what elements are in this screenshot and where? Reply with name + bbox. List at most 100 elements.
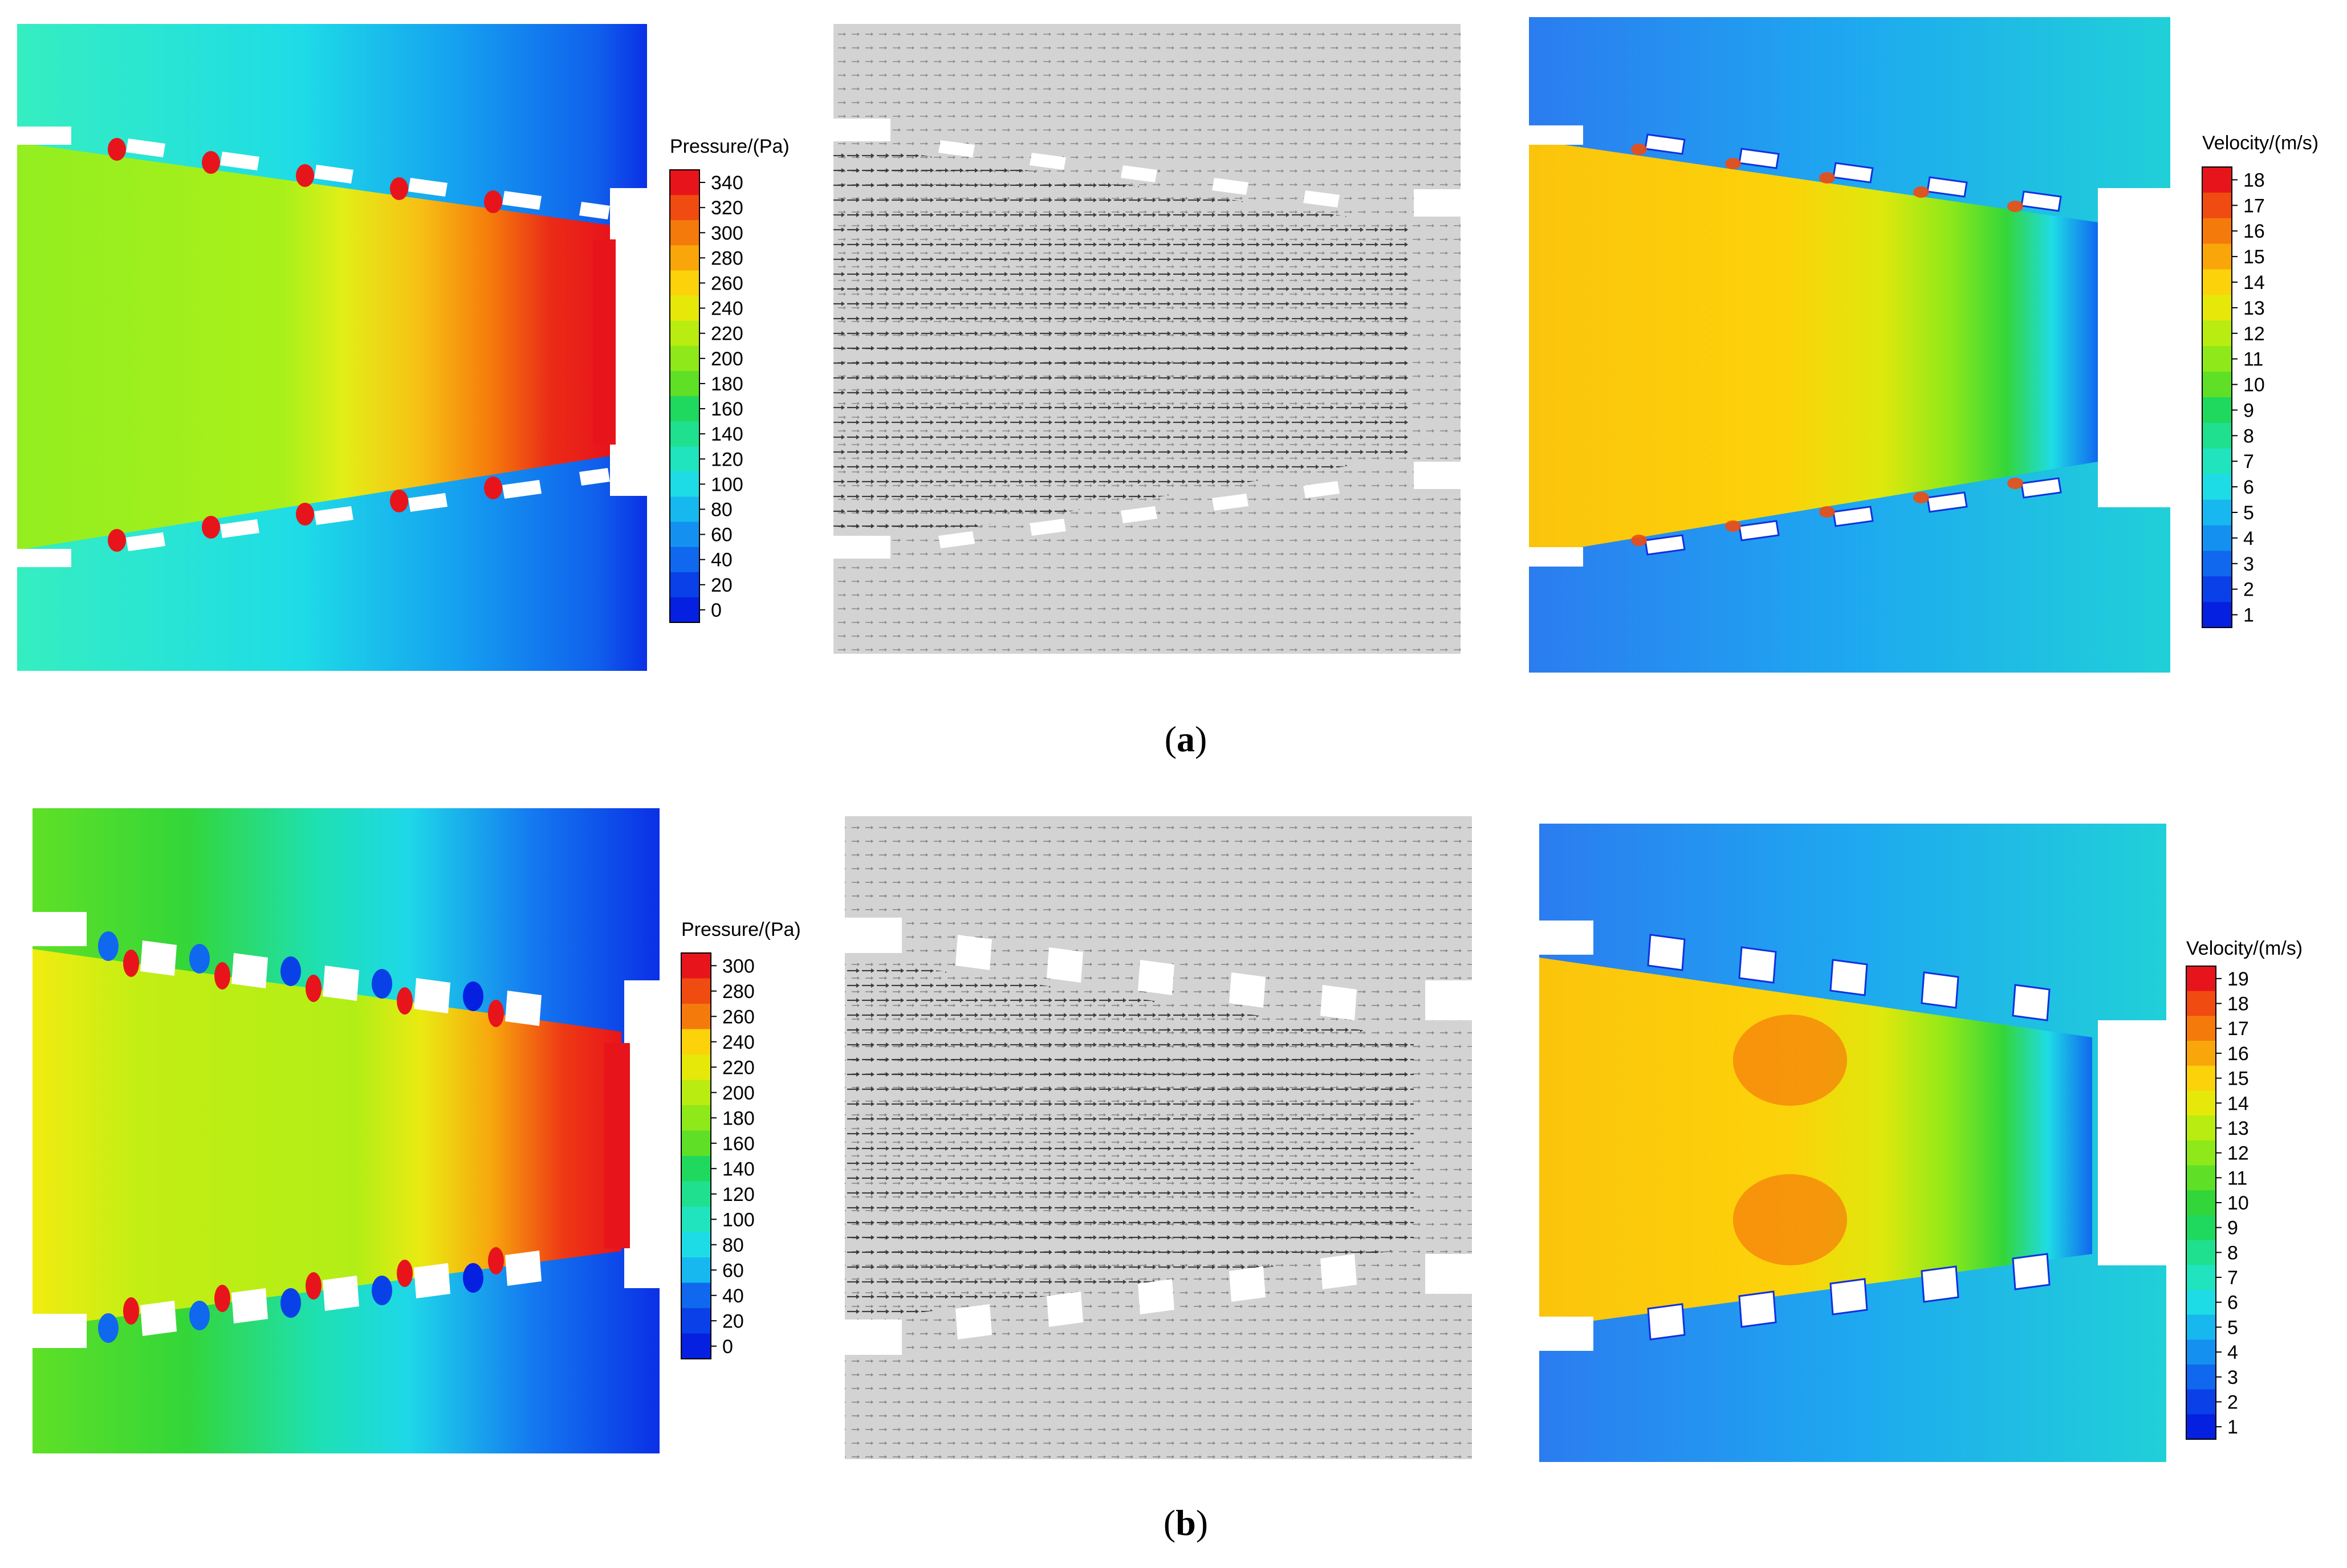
pressure-legend-a-label: 180: [711, 373, 743, 395]
velocity-legend-b-label: 17: [2227, 1018, 2249, 1040]
velocity-legend-a-label: 16: [2243, 221, 2265, 242]
pressure-legend-b-label: 180: [722, 1107, 755, 1129]
velocity-legend-b-label: 10: [2227, 1192, 2249, 1214]
pressure-legend-a-band: [670, 270, 699, 296]
velocity-legend-b-band: [2186, 1289, 2216, 1316]
pressure-legend-b-label: 100: [722, 1209, 755, 1231]
pressure-contour-b: [32, 808, 660, 1453]
pressure-legend-b-band: [681, 1333, 711, 1359]
vector-field-a: [833, 24, 1465, 654]
velocity-legend-b-label: 12: [2227, 1143, 2249, 1164]
velocity-legend-a-label: 14: [2243, 272, 2265, 294]
pressure-legend-title-b: Pressure/(Pa): [681, 919, 801, 940]
pressure-legend-b-band: [681, 1282, 711, 1309]
velocity-legend-a-label: 9: [2243, 400, 2254, 421]
pressure-legend-a-band: [670, 597, 699, 623]
pressure-legend-a-band: [670, 421, 699, 447]
velocity-legend-a-label: 2: [2243, 579, 2254, 601]
pressure-legend-a-label: 40: [711, 549, 733, 571]
pressure-legend-b-band: [681, 1257, 711, 1283]
velocity-legend-b-label: 18: [2227, 993, 2249, 1015]
pressure-legend-a-band: [670, 345, 699, 372]
velocity-legend-a-band: [2202, 346, 2232, 372]
pressure-legend-a-label: 280: [711, 247, 743, 269]
pressure-legend-a-label: 20: [711, 575, 733, 596]
velocity-legend-a-band: [2202, 422, 2232, 449]
pressure-legend-b-label: 0: [722, 1336, 733, 1358]
velocity-legend-b-label: 14: [2227, 1093, 2249, 1114]
pressure-legend-a-label: 0: [711, 600, 722, 621]
velocity-legend-a-label: 1: [2243, 605, 2254, 626]
pressure-legend-b-label: 120: [722, 1184, 755, 1205]
pressure-contour-a: [17, 24, 647, 671]
pressure-legend-b-band: [681, 1130, 711, 1156]
velocity-legend-a-band: [2202, 448, 2232, 475]
velocity-legend-b-band: [2186, 1339, 2216, 1365]
pressure-legend-a-band: [670, 220, 699, 246]
velocity-legend-a-band: [2202, 167, 2232, 193]
pressure-legend-b-label: 80: [722, 1235, 744, 1256]
caption-a-letter: a: [1177, 719, 1195, 759]
pressure-legend-a-band: [670, 572, 699, 598]
pressure-legend-a-label: 340: [711, 172, 743, 194]
velocity-legend-b-label: 16: [2227, 1043, 2249, 1065]
pressure-legend-a-label: 80: [711, 499, 733, 521]
velocity-legend-b-label: 8: [2227, 1242, 2238, 1264]
velocity-legend-a-label: 17: [2243, 195, 2265, 217]
pressure-legend-a-label: 60: [711, 524, 733, 546]
pressure-legend-a-label: 160: [711, 398, 743, 420]
pressure-legend-b-label: 20: [722, 1310, 744, 1332]
velocity-legend-b-band: [2186, 1215, 2216, 1241]
velocity-legend-b-band: [2186, 1140, 2216, 1166]
velocity-legend-b-label: 5: [2227, 1317, 2238, 1338]
velocity-legend-a-band: [2202, 269, 2232, 295]
caption-a: (a): [1164, 719, 1207, 759]
pressure-legend-title-a: Pressure/(Pa): [670, 136, 790, 157]
pressure-legend-b-label: 60: [722, 1260, 744, 1281]
velocity-legend-b-label: 19: [2227, 968, 2249, 990]
velocity-legend-a-label: 12: [2243, 323, 2265, 345]
pressure-legend-b-label: 300: [722, 955, 755, 977]
pressure-legend-a-band: [670, 471, 699, 497]
pressure-legend-b-label: 40: [722, 1285, 744, 1307]
pressure-legend-a-band: [670, 446, 699, 472]
velocity-legend-b-band: [2186, 1414, 2216, 1440]
velocity-legend-a-label: 6: [2243, 476, 2254, 498]
velocity-legend-b-band: [2186, 1041, 2216, 1066]
velocity-legend-b-band: [2186, 1190, 2216, 1216]
pressure-legend-a-band: [670, 370, 699, 397]
pressure-legend-a-band: [670, 320, 699, 347]
pressure-legend-a-label: 200: [711, 348, 743, 370]
velocity-legend-a-band: [2202, 474, 2232, 500]
pressure-legend-b-label: 240: [722, 1032, 755, 1053]
velocity-legend-b-label: 3: [2227, 1367, 2238, 1388]
velocity-legend-a-label: 7: [2243, 451, 2254, 473]
pressure-legend-b-band: [681, 1080, 711, 1106]
pressure-legend-b-band: [681, 978, 711, 1004]
pressure-legend-a-border: [669, 169, 700, 623]
velocity-legend-b-label: 15: [2227, 1068, 2249, 1090]
velocity-legend-a-band: [2202, 192, 2232, 219]
velocity-legend-a-label: 10: [2243, 374, 2265, 396]
pressure-legend-a-band: [670, 170, 699, 196]
velocity-contour-b: [1539, 824, 2166, 1462]
velocity-legend-b-band: [2186, 991, 2216, 1016]
pressure-legend-a-band: [670, 195, 699, 221]
velocity-legend-a-band: [2202, 295, 2232, 321]
pressure-legend-b-band: [681, 1054, 711, 1080]
velocity-legend-a-label: 13: [2243, 298, 2265, 319]
pressure-legend-a-label: 140: [711, 423, 743, 445]
pressure-legend-a-label: 260: [711, 273, 743, 295]
velocity-legend-b-band: [2186, 1364, 2216, 1390]
velocity-legend-b-band: [2186, 1115, 2216, 1141]
velocity-legend-b-label: 13: [2227, 1118, 2249, 1139]
velocity-legend-a-band: [2202, 372, 2232, 398]
velocity-legend-a-band: [2202, 499, 2232, 526]
velocity-legend-a-label: 4: [2243, 528, 2254, 549]
pressure-legend-a-label: 240: [711, 298, 743, 320]
pressure-legend-b-band: [681, 1029, 711, 1055]
velocity-legend-a-band: [2202, 218, 2232, 245]
pressure-legend-b-band: [681, 953, 711, 979]
velocity-legend-b-band: [2186, 1090, 2216, 1116]
velocity-legend-b-band: [2186, 1065, 2216, 1091]
